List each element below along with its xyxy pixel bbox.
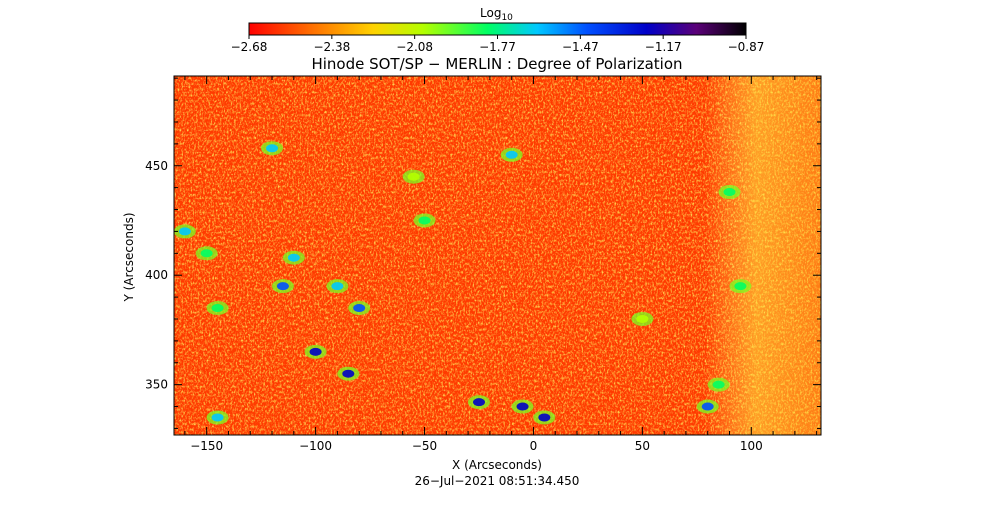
colorbar-tick-label: −2.38: [313, 40, 350, 54]
colorbar-ticks: −2.68 −2.38 −2.08 −1.77 −1.47 −1.17 −0.87: [231, 35, 765, 54]
feature-core: [636, 314, 649, 323]
x-tick-label: −150: [190, 439, 223, 453]
plot-area: −150 −100 −50 0 50 100 350 400 450: [145, 75, 822, 453]
colorbar-label: Log10: [480, 6, 513, 23]
colorbar-tick-label: −1.47: [562, 40, 599, 54]
feature-core: [538, 413, 551, 422]
feature-core: [178, 227, 191, 236]
feature-core: [516, 402, 529, 411]
y-tick-label: 450: [145, 159, 168, 173]
feature-core: [734, 282, 747, 291]
feature-core: [309, 347, 322, 356]
colorbar-tick-label: −0.87: [728, 40, 765, 54]
feature-core: [266, 144, 279, 153]
plot-frame: [173, 75, 822, 436]
colorbar-tick-label: −2.08: [396, 40, 433, 54]
feature-core: [200, 249, 213, 258]
chart-title: Hinode SOT/SP − MERLIN : Degree of Polar…: [311, 55, 682, 73]
feature-core: [505, 150, 518, 159]
polarization-features: [174, 141, 752, 425]
y-axis-label: Y (Arcseconds): [122, 212, 136, 302]
feature-core: [723, 188, 736, 197]
x-tick-label: 100: [740, 439, 763, 453]
colorbar-tick-label: −1.17: [645, 40, 682, 54]
feature-core: [342, 369, 355, 378]
x-tick-label: −100: [299, 439, 332, 453]
y-tick-label: 350: [145, 378, 168, 392]
x-tick-label: −50: [412, 439, 437, 453]
feature-core: [407, 172, 420, 181]
colorbar-tick-label: −1.77: [479, 40, 516, 54]
feature-core: [276, 282, 289, 291]
x-tick-label: 50: [635, 439, 650, 453]
x-tick-label: 0: [530, 439, 538, 453]
feature-core: [211, 413, 224, 422]
feature-core: [472, 398, 485, 407]
axes: −150 −100 −50 0 50 100 350 400 450: [145, 76, 821, 453]
feature-core: [712, 380, 725, 389]
x-axis-label: X (Arcseconds): [452, 458, 542, 472]
colorbar-tick-label: −2.68: [231, 40, 268, 54]
feature-core: [287, 253, 300, 262]
colorbar: −2.68 −2.38 −2.08 −1.77 −1.47 −1.17 −0.87 Log1…: [231, 6, 765, 54]
feature-core: [211, 304, 224, 313]
feature-core: [331, 282, 344, 291]
feature-core: [353, 304, 366, 313]
feature-core: [701, 402, 714, 411]
colorbar-label-sub: 10: [501, 13, 513, 23]
y-tick-label: 400: [145, 268, 168, 282]
limb-brightening: [174, 76, 821, 435]
feature-core: [418, 216, 431, 225]
colorbar-label-main: Log: [480, 6, 501, 20]
timestamp: 26−Jul−2021 08:51:34.450: [415, 474, 580, 488]
colorbar-gradient: [248, 22, 747, 36]
